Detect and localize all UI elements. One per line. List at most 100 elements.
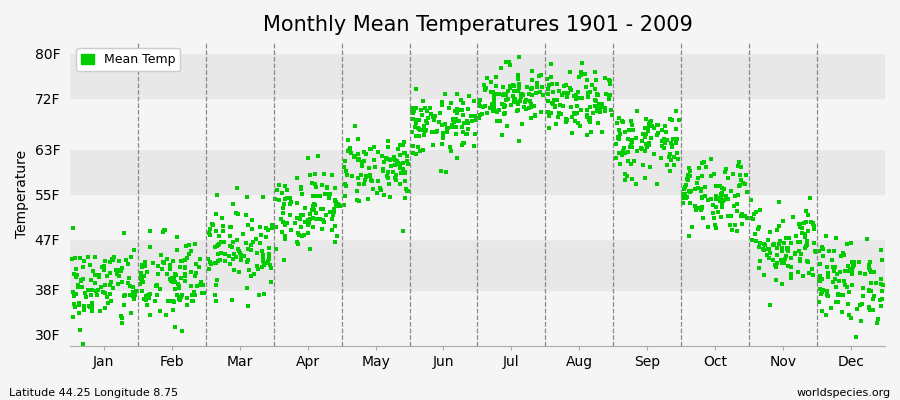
Point [582, 88, 597, 95]
Point [543, 82, 557, 88]
Point [455, 141, 470, 148]
Point [775, 258, 789, 264]
Point [429, 127, 444, 134]
Point [269, 224, 284, 230]
Point [613, 130, 627, 137]
Point [153, 307, 167, 314]
Point [733, 159, 747, 166]
Point [498, 103, 512, 110]
Point [866, 295, 880, 302]
Point [763, 228, 778, 235]
Point [744, 215, 759, 222]
Point [279, 195, 293, 202]
Point [389, 177, 403, 183]
Point [682, 200, 697, 206]
Point [511, 72, 526, 78]
Point [398, 170, 412, 176]
Point [781, 247, 796, 254]
Point [761, 236, 776, 243]
Point [448, 116, 463, 122]
Point [68, 274, 83, 280]
Point [112, 273, 126, 279]
Point [780, 244, 795, 251]
Point [737, 212, 751, 219]
Point [654, 138, 669, 144]
Point [140, 302, 155, 308]
Point [292, 216, 307, 223]
Point [852, 301, 867, 308]
Point [573, 107, 588, 114]
Point [76, 264, 91, 270]
Point [421, 115, 436, 121]
Point [104, 279, 119, 286]
Point [644, 118, 659, 124]
Point [842, 312, 857, 318]
Point [291, 230, 305, 236]
Point [105, 256, 120, 263]
Point [669, 108, 683, 114]
Point [875, 288, 889, 294]
Point [698, 184, 712, 190]
Point [568, 110, 582, 117]
Point [338, 168, 353, 174]
Point [467, 113, 482, 120]
Point [374, 153, 389, 159]
Point [861, 305, 876, 311]
Point [695, 205, 709, 211]
Point [731, 163, 745, 170]
Point [320, 184, 334, 190]
Point [815, 287, 830, 293]
Point [663, 140, 678, 146]
Point [723, 222, 737, 228]
Point [275, 219, 290, 225]
Point [80, 287, 94, 293]
Point [174, 294, 188, 300]
Point [295, 191, 310, 198]
Point [616, 145, 631, 151]
Point [302, 220, 316, 227]
Point [366, 186, 381, 192]
Point [582, 118, 597, 125]
Point [570, 110, 584, 116]
Point [118, 291, 132, 298]
Point [264, 279, 278, 285]
Point [751, 225, 765, 232]
Point [756, 246, 770, 252]
Point [681, 188, 696, 194]
Point [708, 193, 723, 199]
Point [182, 251, 196, 257]
Point [825, 257, 840, 264]
Point [730, 200, 744, 207]
Point [268, 196, 283, 202]
Point [388, 162, 402, 168]
Point [549, 80, 563, 87]
Point [676, 195, 690, 201]
Point [100, 294, 114, 301]
Point [682, 165, 697, 172]
Point [572, 74, 586, 80]
Point [721, 196, 735, 202]
Point [584, 128, 598, 135]
Point [175, 258, 189, 264]
Point [714, 190, 728, 197]
Point [338, 183, 353, 189]
Point [114, 314, 129, 321]
Point [184, 298, 199, 304]
Point [521, 91, 535, 98]
Point [570, 103, 584, 109]
Point [172, 285, 186, 291]
Point [256, 252, 271, 258]
Point [111, 280, 125, 287]
Point [832, 278, 846, 284]
Point [752, 265, 766, 272]
Point [705, 196, 719, 202]
Point [478, 102, 492, 109]
Point [358, 177, 373, 184]
Point [816, 246, 831, 252]
Point [524, 115, 538, 121]
Point [165, 275, 179, 282]
Point [392, 181, 407, 187]
Point [265, 265, 279, 272]
Point [337, 202, 351, 208]
Point [135, 278, 149, 285]
